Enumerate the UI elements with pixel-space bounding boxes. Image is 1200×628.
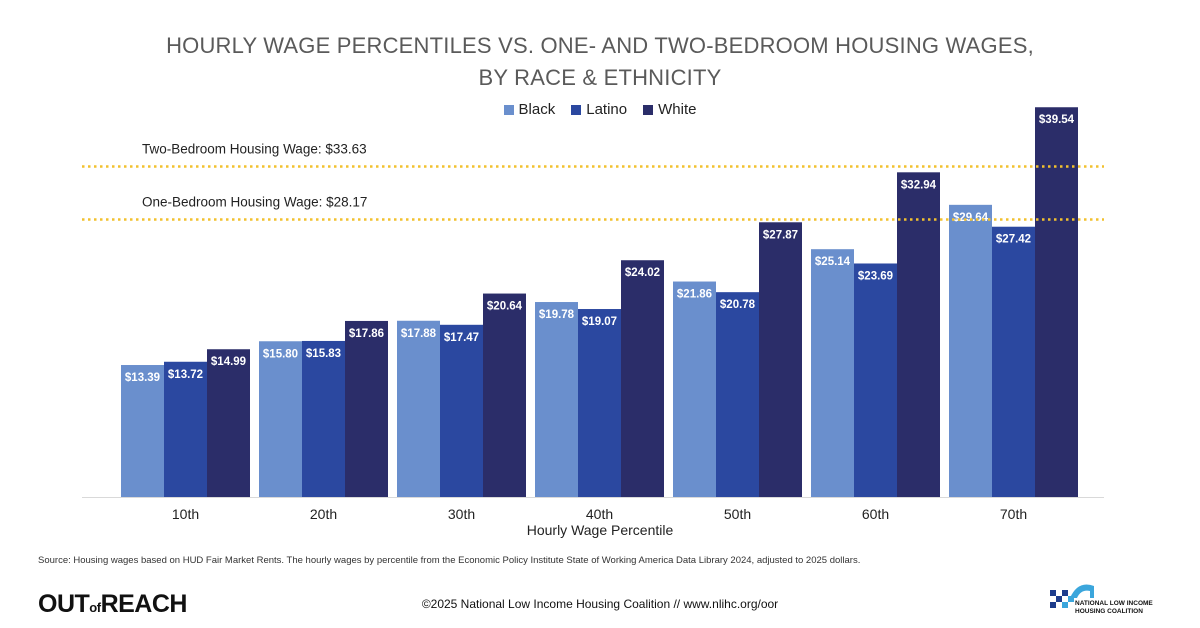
data-label-latino-40th: $19.07	[582, 316, 617, 328]
bar-latino-20th	[302, 340, 345, 497]
bar-latino-60th	[854, 263, 897, 497]
x-axis-title: Hourly Wage Percentile	[527, 522, 674, 538]
bar-black-20th	[259, 341, 302, 497]
data-label-black-10th: $13.39	[125, 372, 160, 384]
bar-white-10th	[207, 349, 250, 497]
reference-label-one-bedroom: One-Bedroom Housing Wage: $28.17	[142, 195, 367, 210]
data-label-latino-10th: $13.72	[168, 369, 203, 381]
data-label-white-10th: $14.99	[211, 356, 246, 368]
data-label-latino-50th: $20.78	[720, 299, 756, 311]
legend-swatch-black	[503, 104, 514, 115]
data-label-white-70th: $39.54	[1039, 114, 1075, 126]
bar-white-50th	[759, 222, 802, 497]
legend-label-white: White	[658, 101, 697, 118]
bar-latino-50th	[716, 292, 759, 497]
x-tick-label-30th: 30th	[448, 506, 475, 522]
nlihc-logo-icon	[1050, 584, 1094, 608]
data-label-white-30th: $20.64	[487, 301, 523, 313]
bar-black-40th	[535, 302, 578, 497]
data-label-white-40th: $24.02	[625, 267, 660, 279]
nlihc-name: NATIONAL LOW INCOME HOUSING COALITION	[1075, 600, 1153, 616]
x-tick-label-50th: 50th	[724, 506, 751, 522]
bar-white-40th	[621, 260, 664, 497]
nlihc-name-line-1: NATIONAL LOW INCOME	[1075, 600, 1153, 607]
data-label-latino-70th: $27.42	[996, 234, 1031, 246]
legend-item-white: White	[643, 101, 696, 118]
data-label-black-60th: $25.14	[815, 256, 851, 268]
chart-title: HOURLY WAGE PERCENTILES VS. ONE- AND TWO…	[0, 30, 1200, 94]
data-label-latino-30th: $17.47	[444, 332, 479, 344]
legend-item-latino: Latino	[571, 101, 627, 118]
data-label-black-70th: $29.64	[953, 212, 989, 224]
copyright-notice: ©2025 National Low Income Housing Coalit…	[421, 597, 779, 611]
data-label-black-30th: $17.88	[401, 328, 437, 340]
bar-latino-70th	[992, 226, 1035, 497]
legend-swatch-white	[643, 104, 654, 115]
chart-title-line-1: HOURLY WAGE PERCENTILES VS. ONE- AND TWO…	[166, 33, 1034, 58]
legend-label-black: Black	[518, 101, 556, 118]
logo-reach: REACH	[100, 590, 188, 618]
source-note: Source: Housing wages based on HUD Fair …	[38, 555, 861, 566]
reference-label-two-bedroom: Two-Bedroom Housing Wage: $33.63	[142, 142, 367, 157]
legend-label-latino: Latino	[586, 101, 628, 118]
data-label-black-50th: $21.86	[677, 289, 712, 301]
bar-latino-30th	[440, 324, 483, 497]
data-label-latino-20th: $15.83	[306, 348, 341, 360]
data-label-white-50th: $27.87	[763, 229, 798, 241]
x-tick-label-10th: 10th	[172, 506, 199, 522]
data-label-latino-60th: $23.69	[858, 270, 893, 282]
legend-swatch-latino	[571, 104, 582, 115]
bar-black-70th	[949, 204, 992, 497]
legend-item-black: Black	[503, 101, 556, 118]
bar-latino-40th	[578, 309, 621, 497]
bar-white-60th	[897, 172, 940, 497]
data-label-white-20th: $17.86	[349, 328, 384, 340]
bar-black-10th	[121, 365, 164, 497]
data-label-black-20th: $15.80	[263, 348, 298, 360]
logo-of: of	[89, 600, 101, 615]
bar-black-50th	[673, 281, 716, 497]
x-tick-label-20th: 20th	[310, 506, 337, 522]
bar-black-60th	[811, 249, 854, 497]
logo-out: OUT	[38, 590, 90, 618]
chart-legend: Black Latino White	[0, 101, 1200, 118]
bar-latino-10th	[164, 361, 207, 497]
x-tick-label-40th: 40th	[586, 506, 613, 522]
bar-white-30th	[483, 293, 526, 497]
x-tick-label-70th: 70th	[1000, 506, 1027, 522]
bar-black-30th	[397, 320, 440, 497]
chart-title-line-2: BY RACE & ETHNICITY	[478, 65, 722, 90]
bar-white-70th	[1035, 107, 1078, 498]
bar-white-20th	[345, 320, 388, 497]
out-of-reach-logo: OUTofREACH	[38, 590, 187, 619]
data-label-white-60th: $32.94	[901, 179, 937, 191]
bar-chart: $13.39 $13.72 $14.99 10th $15.80 $15.83 $17.86…	[82, 107, 1104, 538]
data-label-black-40th: $19.78	[539, 309, 575, 321]
x-tick-label-60th: 60th	[862, 506, 889, 522]
nlihc-name-line-2: HOUSING COALITION	[1075, 608, 1143, 615]
